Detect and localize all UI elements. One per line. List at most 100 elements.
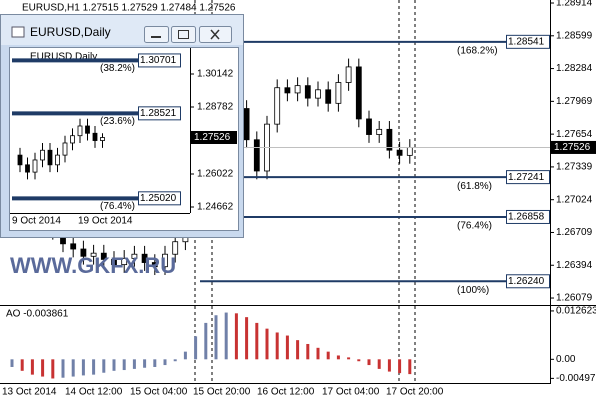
fib-price-box xyxy=(138,191,181,206)
candle-body xyxy=(85,125,90,134)
x-tick-label: 19 Oct 2014 xyxy=(78,216,133,227)
y-tick-label: 1.27654 xyxy=(556,129,593,140)
y-tick-label: 1.26709 xyxy=(556,227,593,238)
x-tick-label: 16 Oct 12:00 xyxy=(257,387,315,398)
candle-body xyxy=(55,154,60,166)
candle-body xyxy=(406,147,413,156)
y-tick-label: 1.27339 xyxy=(556,162,593,173)
y-tick-label: 1.24662 xyxy=(197,202,234,213)
x-tick-label: 15 Oct 04:00 xyxy=(130,387,188,398)
candle-body xyxy=(274,87,281,125)
inset-window[interactable]: EURUSD,Daily EURUSD,Daily 1.30142 1.28782… xyxy=(0,14,244,238)
ao-bar xyxy=(275,332,279,360)
ao-bar xyxy=(255,322,259,360)
y-tick-label: 1.30142 xyxy=(197,69,234,80)
ao-bar xyxy=(71,359,75,377)
candle-body xyxy=(284,87,291,94)
candle-body xyxy=(243,108,250,141)
candle-body xyxy=(315,89,321,99)
current-price: 1.27526 xyxy=(554,142,591,153)
candle-body xyxy=(17,154,23,166)
ao-bar xyxy=(20,359,24,371)
candle-body xyxy=(62,142,68,156)
ao-bar xyxy=(81,359,85,376)
ao-bar xyxy=(143,359,147,368)
candle-body xyxy=(70,243,77,250)
restore-button[interactable] xyxy=(171,26,196,43)
y-tick-label: 1.27969 xyxy=(556,96,593,107)
ao-bar xyxy=(51,359,55,379)
watermark: WWW.GKFX.RU xyxy=(10,253,176,278)
fib-price-box xyxy=(506,209,550,224)
fib-percent: (61.8%) xyxy=(457,181,492,192)
fib-price-box xyxy=(506,170,550,185)
ao-bar xyxy=(285,335,289,360)
ao-bar xyxy=(336,355,340,360)
candle-body xyxy=(294,85,301,94)
candle-body xyxy=(335,82,342,104)
ao-bar xyxy=(296,340,300,360)
candle-body xyxy=(111,259,117,266)
y-tick-label: -0.004972 xyxy=(556,373,596,384)
y-tick-label: 1.27024 xyxy=(556,194,593,205)
candle-body xyxy=(77,125,83,137)
ao-bar xyxy=(224,312,228,360)
ao-bar xyxy=(204,322,208,360)
candle-body xyxy=(396,149,403,156)
ao-bar xyxy=(112,359,116,371)
ao-bar xyxy=(387,359,391,372)
minimize-button[interactable] xyxy=(144,26,169,43)
candle-body xyxy=(253,139,260,172)
ao-bar xyxy=(347,357,351,360)
ao-bar xyxy=(173,359,177,362)
candle-body xyxy=(141,253,148,263)
fib-price: 1.28541 xyxy=(508,36,545,47)
candle-body xyxy=(92,132,98,141)
fib-percent: (76.4%) xyxy=(457,221,492,232)
ao-bar xyxy=(367,359,371,366)
inset-chart: 1.30142 1.28782 1.26022 1.24662 1.30701 (38.2… xyxy=(12,53,237,213)
ao-bar xyxy=(30,359,34,375)
candle-body xyxy=(325,89,332,104)
indicator-label: AO -0.003861 xyxy=(6,309,69,320)
current-price: 1.27526 xyxy=(194,132,231,143)
x-tick-label: 17 Oct 20:00 xyxy=(386,387,444,398)
fib-percent: (23.6%) xyxy=(100,116,135,127)
fib-price: 1.25020 xyxy=(140,193,177,204)
ao-bar xyxy=(41,359,45,377)
y-tick-label: 0.012623 xyxy=(556,306,596,317)
candle-body xyxy=(47,149,53,166)
ao-bar xyxy=(398,359,402,374)
fib-price: 1.28521 xyxy=(140,108,177,119)
fib-price-box xyxy=(138,53,181,68)
ao-bar xyxy=(153,359,157,367)
ao-bar xyxy=(132,359,136,369)
ao-bar xyxy=(306,343,310,360)
ao-bar xyxy=(377,359,381,369)
time-axis: 13 Oct 2014 14 Oct 12:00 15 Oct 04:00 15… xyxy=(2,387,444,398)
candle-body xyxy=(162,253,168,268)
chart-header: EURUSD,H1 1.27515 1.27529 1.27484 1.2752… xyxy=(22,3,236,14)
fib-percent: (76.4%) xyxy=(100,201,135,212)
period-separators xyxy=(194,0,416,383)
ao-bar xyxy=(61,359,65,378)
candle-body xyxy=(121,257,128,266)
window-icon xyxy=(11,26,25,38)
main-chart: 1.28914 1.28599 1.28284 1.27969 1.27654 1.273… xyxy=(0,0,596,304)
candle-body xyxy=(40,149,45,161)
fib-price: 1.27241 xyxy=(508,172,545,183)
fib-percent: (38.2%) xyxy=(100,63,135,74)
candle-body xyxy=(345,66,352,83)
ao-bar xyxy=(265,328,269,360)
fib-percent: (168.2%) xyxy=(457,45,498,56)
window-title: EURUSD,Daily xyxy=(30,25,111,39)
ao-bar xyxy=(163,359,167,366)
candle-body xyxy=(25,164,30,173)
inset-chart-header: EURUSD,Daily xyxy=(30,52,97,63)
candle-body xyxy=(70,135,75,144)
candle-body xyxy=(100,252,107,260)
fib-percent: (100%) xyxy=(457,285,489,296)
x-tick-label: 9 Oct 2014 xyxy=(12,216,61,227)
x-tick-label: 15 Oct 20:00 xyxy=(193,387,251,398)
candle-body xyxy=(366,118,372,135)
